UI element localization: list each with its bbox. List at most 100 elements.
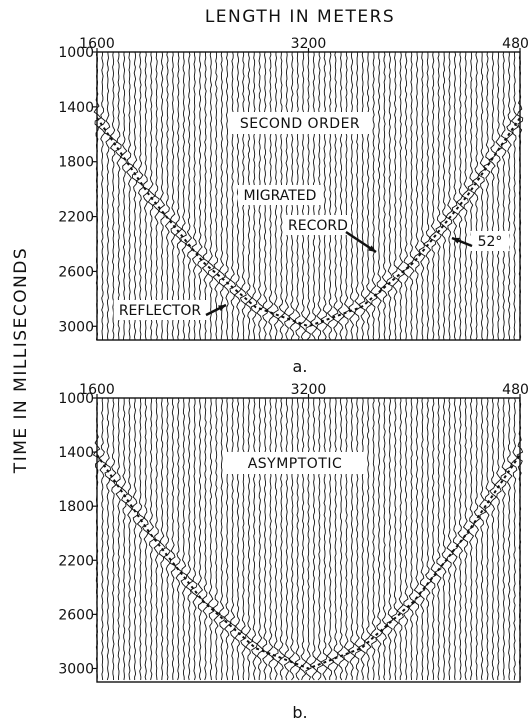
seismic-trace <box>125 51 135 341</box>
seismic-trace <box>422 51 432 341</box>
x-tick-label: 3200 <box>291 36 327 52</box>
seismic-trace <box>461 52 469 341</box>
x-tick-label: 4800 <box>502 382 529 398</box>
seismic-trace <box>251 397 258 681</box>
seismic-trace <box>131 397 139 681</box>
seismic-trace <box>451 397 459 681</box>
seismic-trace <box>402 51 410 341</box>
seismic-trace <box>114 51 122 341</box>
seismic-trace <box>381 398 389 681</box>
seismic-trace <box>418 51 426 341</box>
seismic-trace <box>391 51 400 341</box>
annotation-label: 52° <box>478 234 503 250</box>
x-axis-title: LENGTH IN METERS <box>205 7 395 27</box>
y-tick-label: 1400 <box>58 100 94 116</box>
seismic-trace <box>413 397 422 681</box>
panel-b: 1000 1400 1800 2200 2600 3000 1600 3200 4800 ASYM… <box>58 382 529 722</box>
seismic-trace <box>294 397 302 681</box>
annotation-label: REFLECTOR <box>119 303 202 319</box>
seismic-trace <box>353 51 362 341</box>
seismic-trace <box>412 51 421 341</box>
seismic-trace <box>184 51 193 341</box>
y-tick-label: 3000 <box>58 319 94 335</box>
seismic-trace <box>223 397 232 681</box>
seismic-trace <box>185 397 194 681</box>
seismic-trace <box>456 397 465 681</box>
seismic-trace <box>484 397 492 681</box>
seismic-traces <box>92 397 524 681</box>
seismic-trace <box>98 397 108 681</box>
seismic-trace <box>202 397 210 681</box>
seismic-trace <box>418 397 426 681</box>
y-tick-label: 3000 <box>58 661 94 677</box>
x-tick-label: 1600 <box>79 382 115 398</box>
seismic-trace <box>428 51 437 341</box>
seismic-trace <box>141 397 149 681</box>
panel-title: ASYMPTOTIC <box>248 456 343 472</box>
seismic-trace <box>135 51 145 341</box>
x-tick-label: 3200 <box>291 382 327 398</box>
seismic-trace <box>462 397 470 681</box>
seismic-trace <box>375 397 384 681</box>
seismic-trace <box>451 51 459 341</box>
seismic-trace <box>510 397 519 681</box>
seismic-trace <box>163 51 172 341</box>
seismic-trace <box>109 51 119 341</box>
seismic-trace <box>320 51 328 341</box>
panel-title-box <box>223 452 367 474</box>
seismic-trace <box>218 397 225 681</box>
panel-a: 1000 1400 1800 2200 2600 3000 1600 3200 4800 SECO… <box>58 36 529 376</box>
seismic-trace <box>207 51 215 341</box>
seismic-trace <box>196 52 205 341</box>
y-tick-label: 2200 <box>58 210 94 226</box>
reflector-line <box>96 454 521 670</box>
seismic-trace <box>93 51 102 341</box>
seismic-trace <box>370 51 378 341</box>
seismic-trace <box>159 397 167 681</box>
seismic-trace <box>320 397 329 681</box>
seismic-trace <box>483 51 491 341</box>
seismic-trace <box>218 51 226 341</box>
seismic-trace <box>379 51 388 341</box>
seismic-trace <box>298 397 307 681</box>
seismic-trace <box>396 397 404 681</box>
y-tick-label: 1800 <box>58 155 94 171</box>
y-tick-label: 1800 <box>58 499 94 515</box>
seismic-trace <box>265 397 275 681</box>
seismic-trace <box>277 397 286 681</box>
seismic-trace <box>191 51 199 341</box>
seismic-trace <box>169 51 177 341</box>
seismic-trace <box>406 51 415 341</box>
seismic-trace <box>326 397 335 680</box>
y-tick-label: 1400 <box>58 445 94 461</box>
seismic-trace <box>348 51 356 341</box>
seismic-trace <box>190 397 198 681</box>
annotation-box <box>470 231 510 251</box>
seismic-trace <box>370 397 377 681</box>
seismic-trace <box>206 397 215 681</box>
seismic-trace <box>500 51 508 341</box>
seismic-trace <box>212 397 221 681</box>
seismic-trace <box>494 397 502 681</box>
seismic-trace <box>489 397 498 681</box>
seismic-trace <box>309 397 318 681</box>
seismic-trace <box>256 397 265 680</box>
seismic-trace <box>115 398 123 681</box>
arrow-head <box>218 305 226 312</box>
seismic-trace <box>119 51 128 341</box>
seismic-trace <box>363 397 372 681</box>
seismic-trace <box>245 397 254 681</box>
seismic-trace <box>439 52 448 341</box>
annotation-box <box>285 215 351 235</box>
seismic-trace <box>332 397 339 681</box>
seismic-trace <box>157 51 166 341</box>
x-tick-label: 1600 <box>79 36 115 52</box>
seismic-trace <box>131 51 139 341</box>
arrow-head <box>452 237 460 244</box>
seismic-trace <box>353 397 363 680</box>
annotation-box <box>238 185 322 205</box>
seismic-trace <box>375 51 383 341</box>
y-tick-label: 2600 <box>58 607 94 623</box>
seismic-trace <box>147 51 156 341</box>
seismic-trace <box>180 397 188 680</box>
